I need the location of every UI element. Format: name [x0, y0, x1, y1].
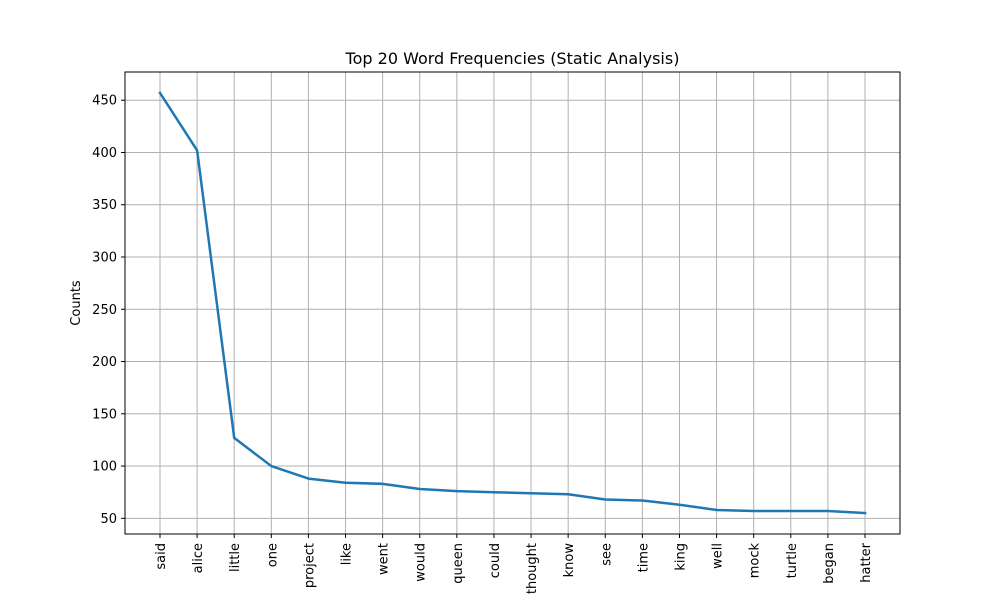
x-tick-label: project: [302, 543, 317, 588]
axis-ticks: [121, 99, 866, 538]
x-tick-label: one: [265, 543, 280, 567]
x-tick-label: well: [711, 543, 726, 569]
y-tick-label: 150: [92, 407, 117, 422]
x-tick-label: like: [340, 543, 355, 565]
y-tick-label: 50: [100, 512, 117, 527]
series-layer: [158, 91, 867, 515]
x-tick-label: king: [673, 543, 688, 571]
plot-area: [124, 71, 901, 535]
y-tick-label: 350: [92, 198, 117, 213]
x-tick-label: know: [562, 543, 577, 578]
x-tick-label: see: [599, 543, 614, 566]
x-tick-label: said: [154, 543, 169, 570]
x-tick-label: went: [377, 543, 392, 575]
series-line: [158, 91, 867, 515]
y-axis-label: Counts: [69, 280, 84, 326]
x-tick-label: hatter: [859, 542, 874, 582]
x-tick-labels: said alice little one project like went would qu…: [154, 542, 874, 594]
grid-lines: [125, 72, 900, 534]
y-tick-label: 250: [92, 303, 117, 318]
y-tick-label: 200: [92, 355, 117, 370]
x-tick-label: turtle: [785, 543, 800, 578]
x-tick-label: could: [488, 543, 503, 578]
x-tick-label: would: [414, 543, 429, 582]
x-tick-label: thought: [525, 543, 540, 594]
y-tick-label: 300: [92, 251, 117, 266]
x-tick-label: mock: [748, 543, 763, 579]
y-tick-label: 400: [92, 146, 117, 161]
x-tick-label: began: [822, 543, 837, 584]
x-tick-label: time: [636, 543, 651, 572]
x-tick-label: little: [228, 543, 243, 572]
y-tick-label: 100: [92, 460, 117, 475]
y-tick-label: 450: [92, 94, 117, 109]
x-tick-label: alice: [191, 543, 206, 573]
y-tick-labels: 50 100 150 200 250 300 350 400 450: [92, 94, 117, 527]
chart-title: Top 20 Word Frequencies (Static Analysis…: [345, 49, 680, 68]
x-tick-label: queen: [451, 543, 466, 584]
